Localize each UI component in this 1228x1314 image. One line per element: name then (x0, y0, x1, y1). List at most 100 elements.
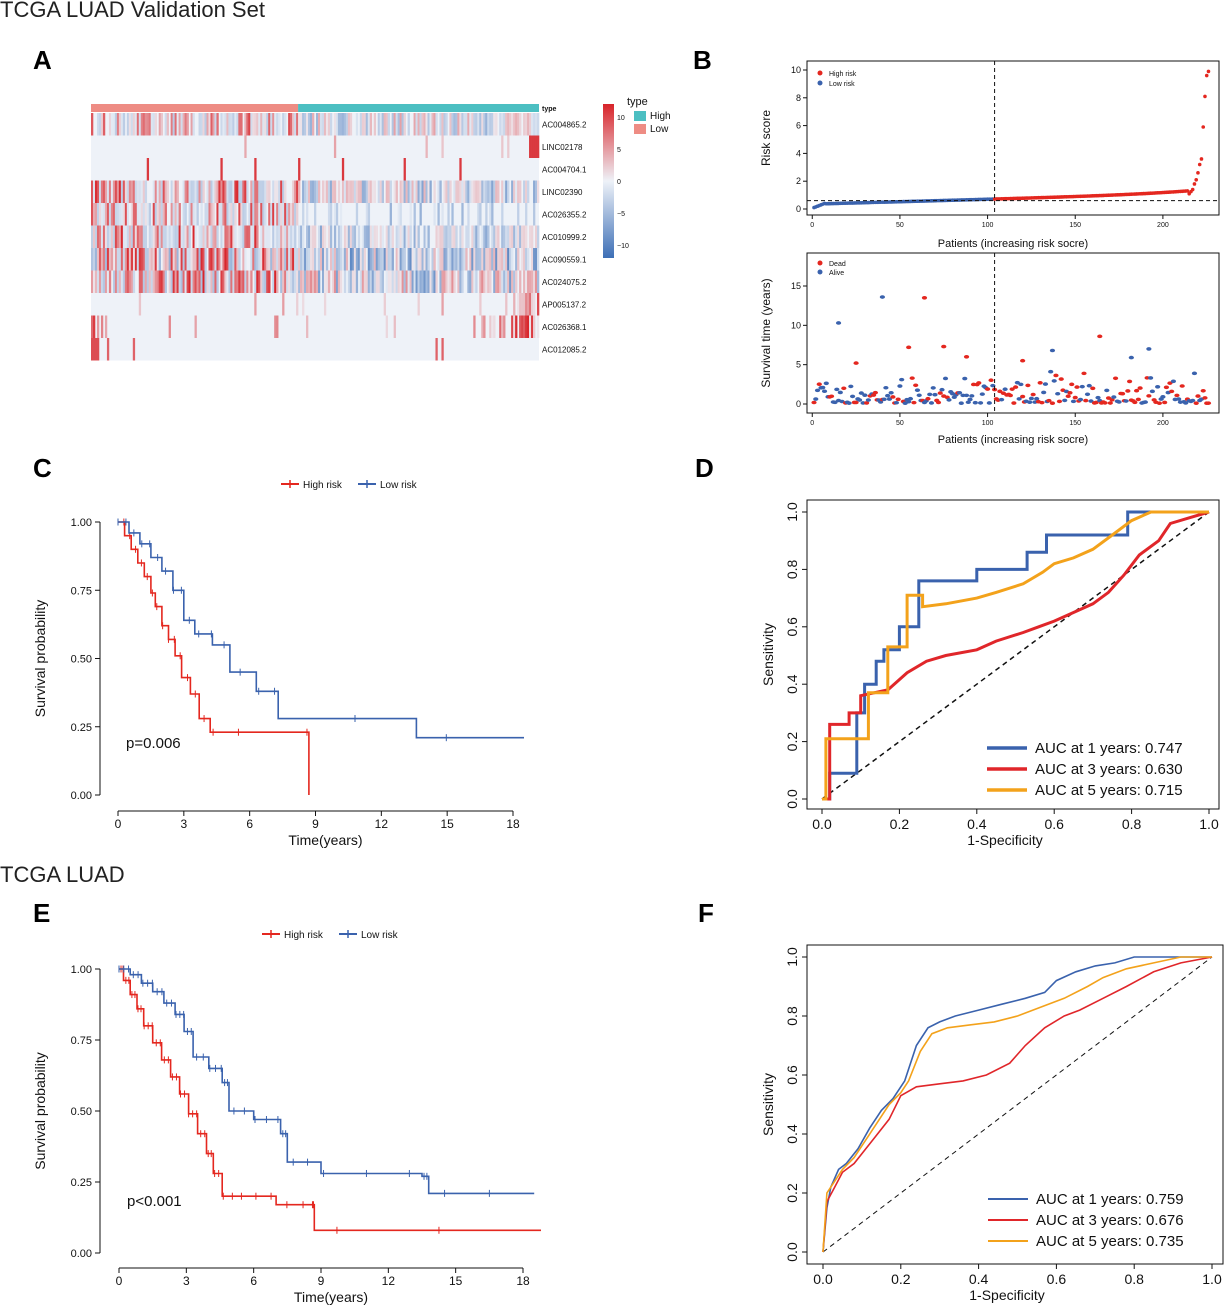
colorbar-tick-label: 10 (617, 115, 625, 122)
heatmap-row-label: AC004704.1 (542, 165, 587, 174)
heatmap-cell (212, 180, 215, 203)
heatmap-cell (449, 225, 452, 248)
km-curve-low-risk (118, 521, 524, 739)
heatmap-cell (310, 225, 313, 248)
heatmap-cell (282, 203, 285, 226)
heatmap-cell (194, 248, 197, 271)
heatmap-cell (298, 225, 301, 248)
heatmap-cell (339, 225, 343, 248)
heatmap-cell (343, 270, 347, 293)
heatmap-cell (423, 113, 426, 136)
heatmap-cell (188, 248, 191, 271)
heatmap-cell (387, 225, 390, 248)
heatmap-cell (286, 248, 289, 271)
heatmap-cell (268, 270, 271, 293)
heatmap-cell (302, 248, 305, 271)
heatmap-cell (427, 225, 430, 248)
x-tick-label: 1.0 (1202, 1271, 1222, 1287)
heatmap-cell (136, 248, 140, 271)
heatmap-cell (122, 203, 126, 226)
heatmap-cell (262, 113, 265, 136)
heatmap-cell (168, 315, 171, 338)
heatmap-cell (118, 180, 122, 203)
heatmap-cell (511, 315, 514, 338)
heatmap-cell (395, 225, 398, 248)
heatmap-cell (186, 180, 189, 203)
heatmap-cell (288, 225, 291, 248)
heatmap-cell (501, 135, 504, 158)
heatmap-cell (204, 270, 207, 293)
heatmap-cell (529, 293, 532, 316)
heatmap-cell (501, 248, 504, 271)
heatmap-cell (505, 270, 508, 293)
survival-point (1081, 371, 1087, 376)
survival-point (946, 398, 952, 402)
heatmap-cell (495, 225, 498, 248)
heatmap-cell (194, 315, 197, 338)
heatmap-cell (214, 225, 217, 248)
heatmap-cell (116, 203, 120, 226)
heatmap-cell (144, 270, 148, 293)
heatmap-cell (467, 180, 470, 203)
heatmap-row-label: AC004865.2 (542, 120, 587, 129)
heatmap-cell (397, 270, 400, 293)
heatmap-cell (184, 180, 187, 203)
y-tick-label: 1.0 (784, 502, 800, 522)
heatmap-cell (413, 113, 416, 136)
heatmap-cell (216, 180, 219, 203)
heatmap-cell (284, 180, 287, 203)
heatmap-cell (91, 338, 94, 361)
heatmap-cell (224, 270, 227, 293)
heatmap-cell (429, 180, 432, 203)
survival-point (1148, 376, 1154, 380)
heatmap-cell (144, 203, 148, 226)
x-tick-label: 50 (896, 420, 904, 427)
heatmap-cell (339, 203, 343, 226)
heatmap-cell (327, 270, 331, 293)
heatmap-cell (192, 203, 195, 226)
heatmap-cell (471, 225, 474, 248)
heatmap-cell (381, 225, 384, 248)
heatmap-cell (186, 248, 189, 271)
heatmap-cell (250, 270, 253, 293)
heatmap-cell (176, 113, 179, 136)
heatmap-cell (290, 203, 293, 226)
heatmap-cell (158, 270, 161, 293)
heatmap-cell (399, 203, 402, 226)
heatmap-cell (228, 248, 231, 271)
heatmap-cell (407, 225, 410, 248)
heatmap-cell (377, 113, 381, 136)
legend-entry: High risk (303, 480, 343, 491)
heatmap-cell (162, 225, 165, 248)
heatmap-cell (130, 225, 134, 248)
y-tick-label: 0.6 (784, 617, 800, 637)
heatmap-cell (471, 180, 474, 203)
heatmap-cell (170, 225, 173, 248)
survival-point (1030, 392, 1036, 397)
heatmap-cell (128, 270, 132, 293)
survival-point (1025, 383, 1031, 388)
heatmap-cell (142, 180, 146, 203)
x-tick-label: 0 (115, 817, 122, 831)
heatmap-cell (274, 113, 277, 136)
heatmap-cell (118, 203, 122, 226)
panel-label-b: B (693, 45, 712, 75)
heatmap-cell (226, 113, 229, 136)
heatmap-cell (493, 113, 496, 136)
heatmap-cell (292, 180, 295, 203)
heatmap-cell (110, 180, 114, 203)
heatmap-cell (353, 225, 357, 248)
heatmap-cell (258, 248, 261, 271)
survival-point (1020, 394, 1026, 399)
p-value-annotation: p<0.001 (127, 1193, 182, 1210)
heatmap-cell (513, 270, 516, 293)
heatmap-cell (507, 113, 510, 136)
heatmap-cell (192, 225, 195, 248)
survival-point (1200, 388, 1206, 393)
heatmap-cell (294, 180, 297, 203)
heatmap-cell (453, 248, 456, 271)
heatmap-cell (230, 225, 233, 248)
survival-point (814, 388, 821, 393)
heatmap-cell (483, 225, 486, 248)
heatmap-cell (479, 248, 482, 271)
